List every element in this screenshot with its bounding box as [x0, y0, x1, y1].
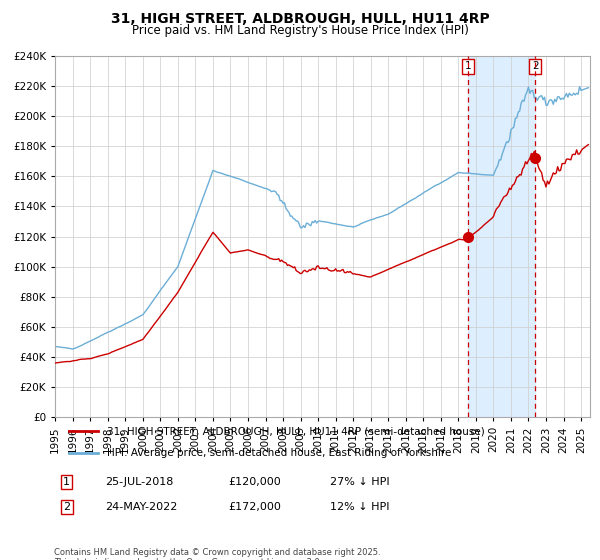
- Text: 27% ↓ HPI: 27% ↓ HPI: [330, 477, 389, 487]
- Text: £172,000: £172,000: [228, 502, 281, 512]
- Text: 31, HIGH STREET, ALDBROUGH, HULL, HU11 4RP: 31, HIGH STREET, ALDBROUGH, HULL, HU11 4…: [110, 12, 490, 26]
- Text: £120,000: £120,000: [228, 477, 281, 487]
- Text: 1: 1: [464, 62, 471, 72]
- Bar: [468, 56, 535, 417]
- Text: 24-MAY-2022: 24-MAY-2022: [105, 502, 178, 512]
- Text: 31, HIGH STREET, ALDBROUGH, HULL, HU11 4RP (semi-detached house): 31, HIGH STREET, ALDBROUGH, HULL, HU11 4…: [107, 426, 485, 436]
- Text: Contains HM Land Registry data © Crown copyright and database right 2025.
This d: Contains HM Land Registry data © Crown c…: [54, 548, 380, 560]
- Text: Price paid vs. HM Land Registry's House Price Index (HPI): Price paid vs. HM Land Registry's House …: [131, 24, 469, 36]
- Text: 2: 2: [532, 62, 538, 72]
- Text: 2: 2: [63, 502, 70, 512]
- Text: HPI: Average price, semi-detached house, East Riding of Yorkshire: HPI: Average price, semi-detached house,…: [107, 448, 452, 458]
- Text: 1: 1: [63, 477, 70, 487]
- Text: 25-JUL-2018: 25-JUL-2018: [105, 477, 173, 487]
- Text: 12% ↓ HPI: 12% ↓ HPI: [330, 502, 389, 512]
